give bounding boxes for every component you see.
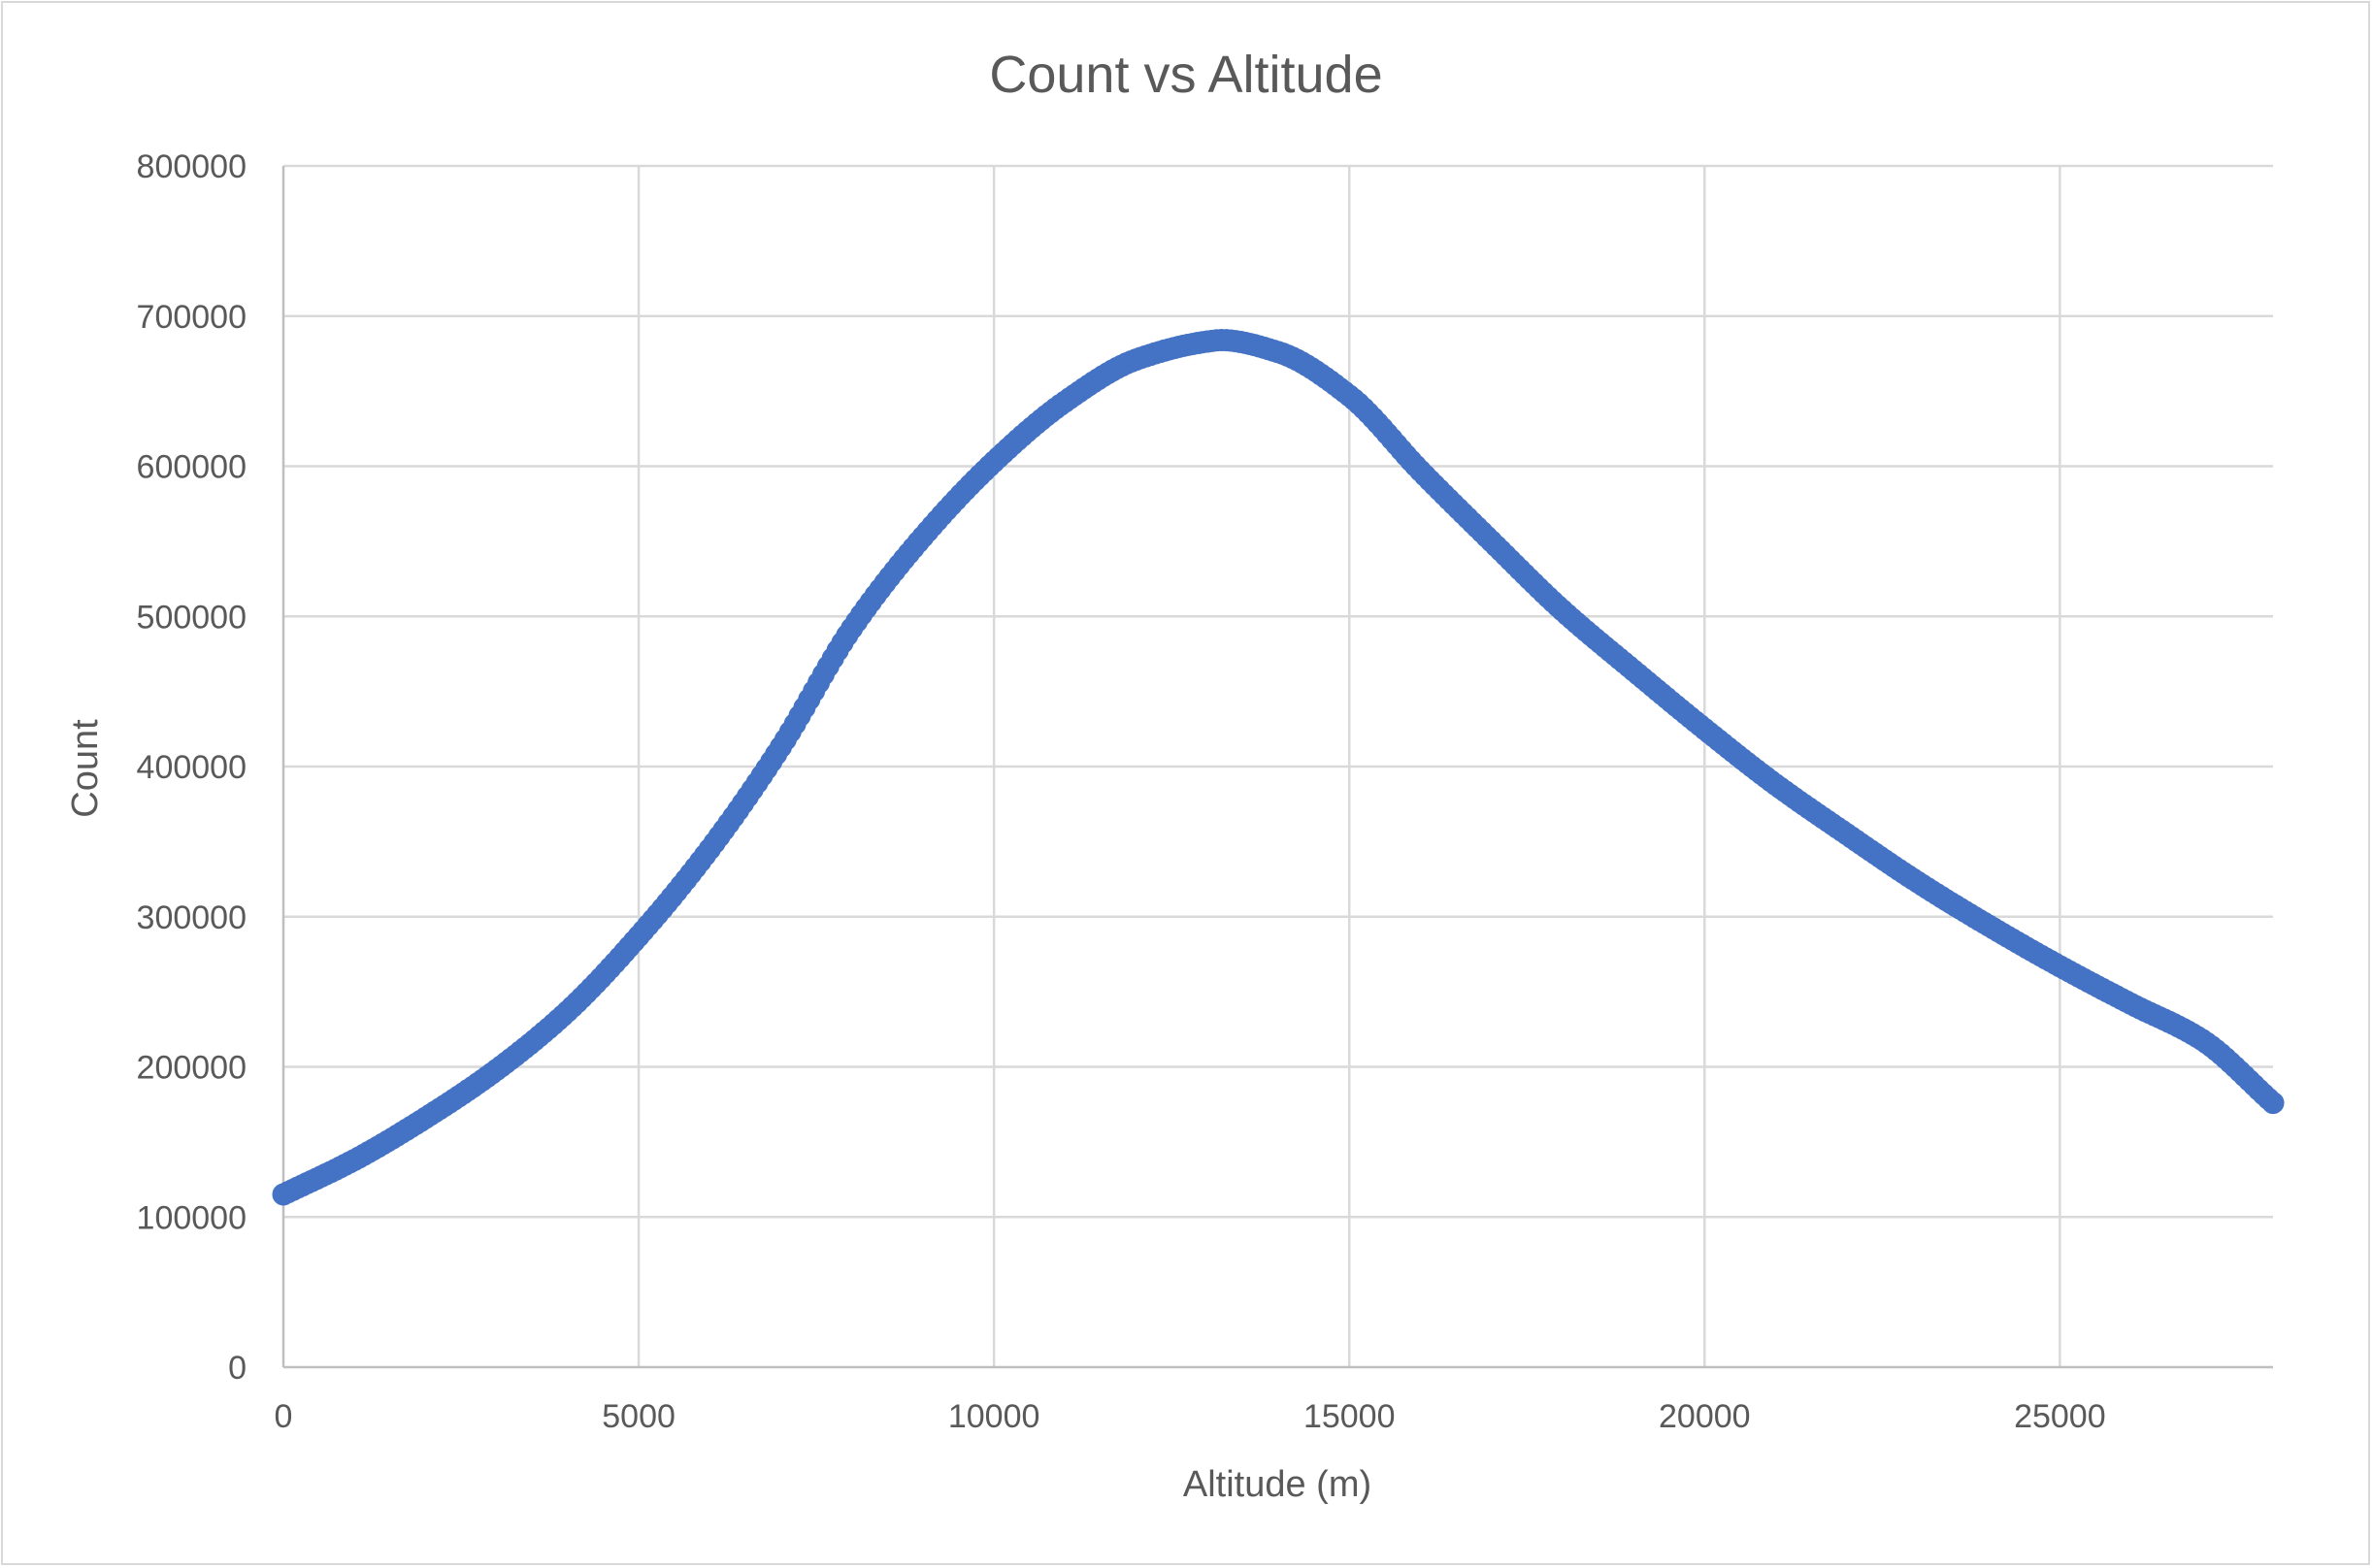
y-tick-label: 400000 — [137, 749, 247, 786]
y-tick-label: 600000 — [137, 449, 247, 486]
x-tick-label: 0 — [275, 1398, 293, 1435]
x-axis-title: Altitude (m) — [1183, 1464, 1371, 1505]
y-axis-title: Count — [65, 719, 106, 818]
tick-labels: 0100000200000300000400000500000600000700… — [137, 148, 2106, 1435]
x-tick-label: 15000 — [1303, 1398, 1396, 1435]
data-point — [2261, 1092, 2285, 1115]
x-tick-label: 5000 — [602, 1398, 676, 1435]
x-tick-label: 25000 — [2014, 1398, 2106, 1435]
x-tick-label: 20000 — [1659, 1398, 1751, 1435]
data-series — [272, 329, 2285, 1206]
x-tick-label: 10000 — [948, 1398, 1040, 1435]
y-tick-label: 700000 — [137, 299, 247, 336]
y-tick-label: 300000 — [137, 899, 247, 936]
y-tick-label: 800000 — [137, 148, 247, 185]
y-tick-label: 0 — [228, 1350, 247, 1387]
axes — [281, 166, 2273, 1369]
chart-title: Count vs Altitude — [989, 46, 1382, 104]
y-tick-label: 200000 — [137, 1050, 247, 1087]
y-tick-label: 100000 — [137, 1199, 247, 1236]
y-tick-label: 500000 — [137, 599, 247, 636]
gridlines — [283, 164, 2273, 1367]
